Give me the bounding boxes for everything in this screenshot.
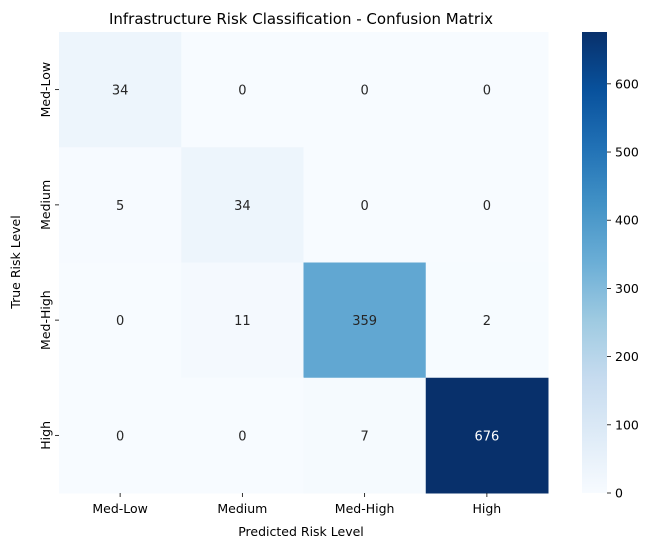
y-tick-label: High bbox=[38, 421, 53, 450]
cell-value-label: 0 bbox=[238, 84, 246, 99]
colorbar bbox=[582, 32, 607, 493]
heatmap-cell bbox=[303, 377, 427, 494]
cell-value-label: 5 bbox=[116, 199, 124, 214]
cell-value-label: 2 bbox=[483, 314, 491, 329]
cell-value-label: 0 bbox=[483, 199, 491, 214]
cell-value-label: 34 bbox=[234, 199, 251, 214]
heatmap-cells bbox=[59, 32, 549, 494]
cell-annotations: 34 0 0 0 5 34 0 0 0 11 359 2 0 0 7 676 bbox=[112, 84, 499, 445]
heatmap-cell bbox=[425, 377, 549, 494]
y-axis-label: True Risk Level bbox=[8, 215, 23, 309]
y-tick-label: Medium bbox=[38, 180, 53, 230]
heatmap-cell bbox=[59, 377, 182, 494]
cell-value-label: 11 bbox=[234, 314, 251, 329]
colorbar-tick-label: 100 bbox=[615, 417, 639, 432]
x-axis-ticks: Med-Low Medium Med-High High bbox=[92, 493, 501, 516]
cell-value-label: 0 bbox=[483, 84, 491, 99]
colorbar-tick-label: 500 bbox=[615, 145, 639, 160]
heatmap-cell bbox=[59, 32, 182, 148]
heatmap-cell bbox=[181, 377, 304, 494]
cell-value-label: 0 bbox=[238, 429, 246, 444]
y-tick-label: Med-High bbox=[38, 290, 53, 350]
heatmap-cell bbox=[59, 147, 182, 263]
x-tick-label: Med-Low bbox=[92, 501, 148, 516]
heatmap-cell bbox=[425, 262, 549, 379]
cell-value-label: 34 bbox=[112, 84, 129, 99]
heatmap-cell bbox=[181, 262, 304, 379]
cell-value-label: 0 bbox=[116, 429, 124, 444]
heatmap-cell bbox=[425, 147, 549, 263]
chart-title: Infrastructure Risk Classification - Con… bbox=[109, 10, 493, 28]
heatmap-cell bbox=[59, 262, 182, 379]
heatmap-cell bbox=[425, 32, 549, 148]
colorbar-tick-label: 300 bbox=[615, 281, 639, 296]
x-tick-label: Medium bbox=[217, 501, 267, 516]
colorbar-tick-label: 600 bbox=[615, 76, 639, 91]
colorbar-ticks: 0 100 200 300 400 500 600 bbox=[607, 76, 639, 501]
heatmap-cell bbox=[303, 262, 427, 379]
heatmap-cell bbox=[303, 32, 427, 148]
y-axis-ticks: Med-Low Medium Med-High High bbox=[38, 62, 59, 450]
heatmap-cell bbox=[181, 147, 304, 263]
x-tick-label: High bbox=[473, 501, 502, 516]
colorbar-tick-label: 200 bbox=[615, 349, 639, 364]
heatmap-cell bbox=[181, 32, 304, 148]
colorbar-tick-label: 400 bbox=[615, 213, 639, 228]
colorbar-tick-label: 0 bbox=[615, 486, 623, 501]
cell-value-label: 7 bbox=[360, 429, 368, 444]
cell-value-label: 359 bbox=[352, 314, 377, 329]
cell-value-label: 676 bbox=[474, 429, 499, 444]
cell-value-label: 0 bbox=[116, 314, 124, 329]
x-tick-label: Med-High bbox=[335, 501, 395, 516]
x-axis-label: Predicted Risk Level bbox=[238, 524, 364, 539]
y-tick-label: Med-Low bbox=[38, 62, 53, 118]
heatmap-cell bbox=[303, 147, 427, 263]
cell-value-label: 0 bbox=[360, 199, 368, 214]
cell-value-label: 0 bbox=[360, 84, 368, 99]
